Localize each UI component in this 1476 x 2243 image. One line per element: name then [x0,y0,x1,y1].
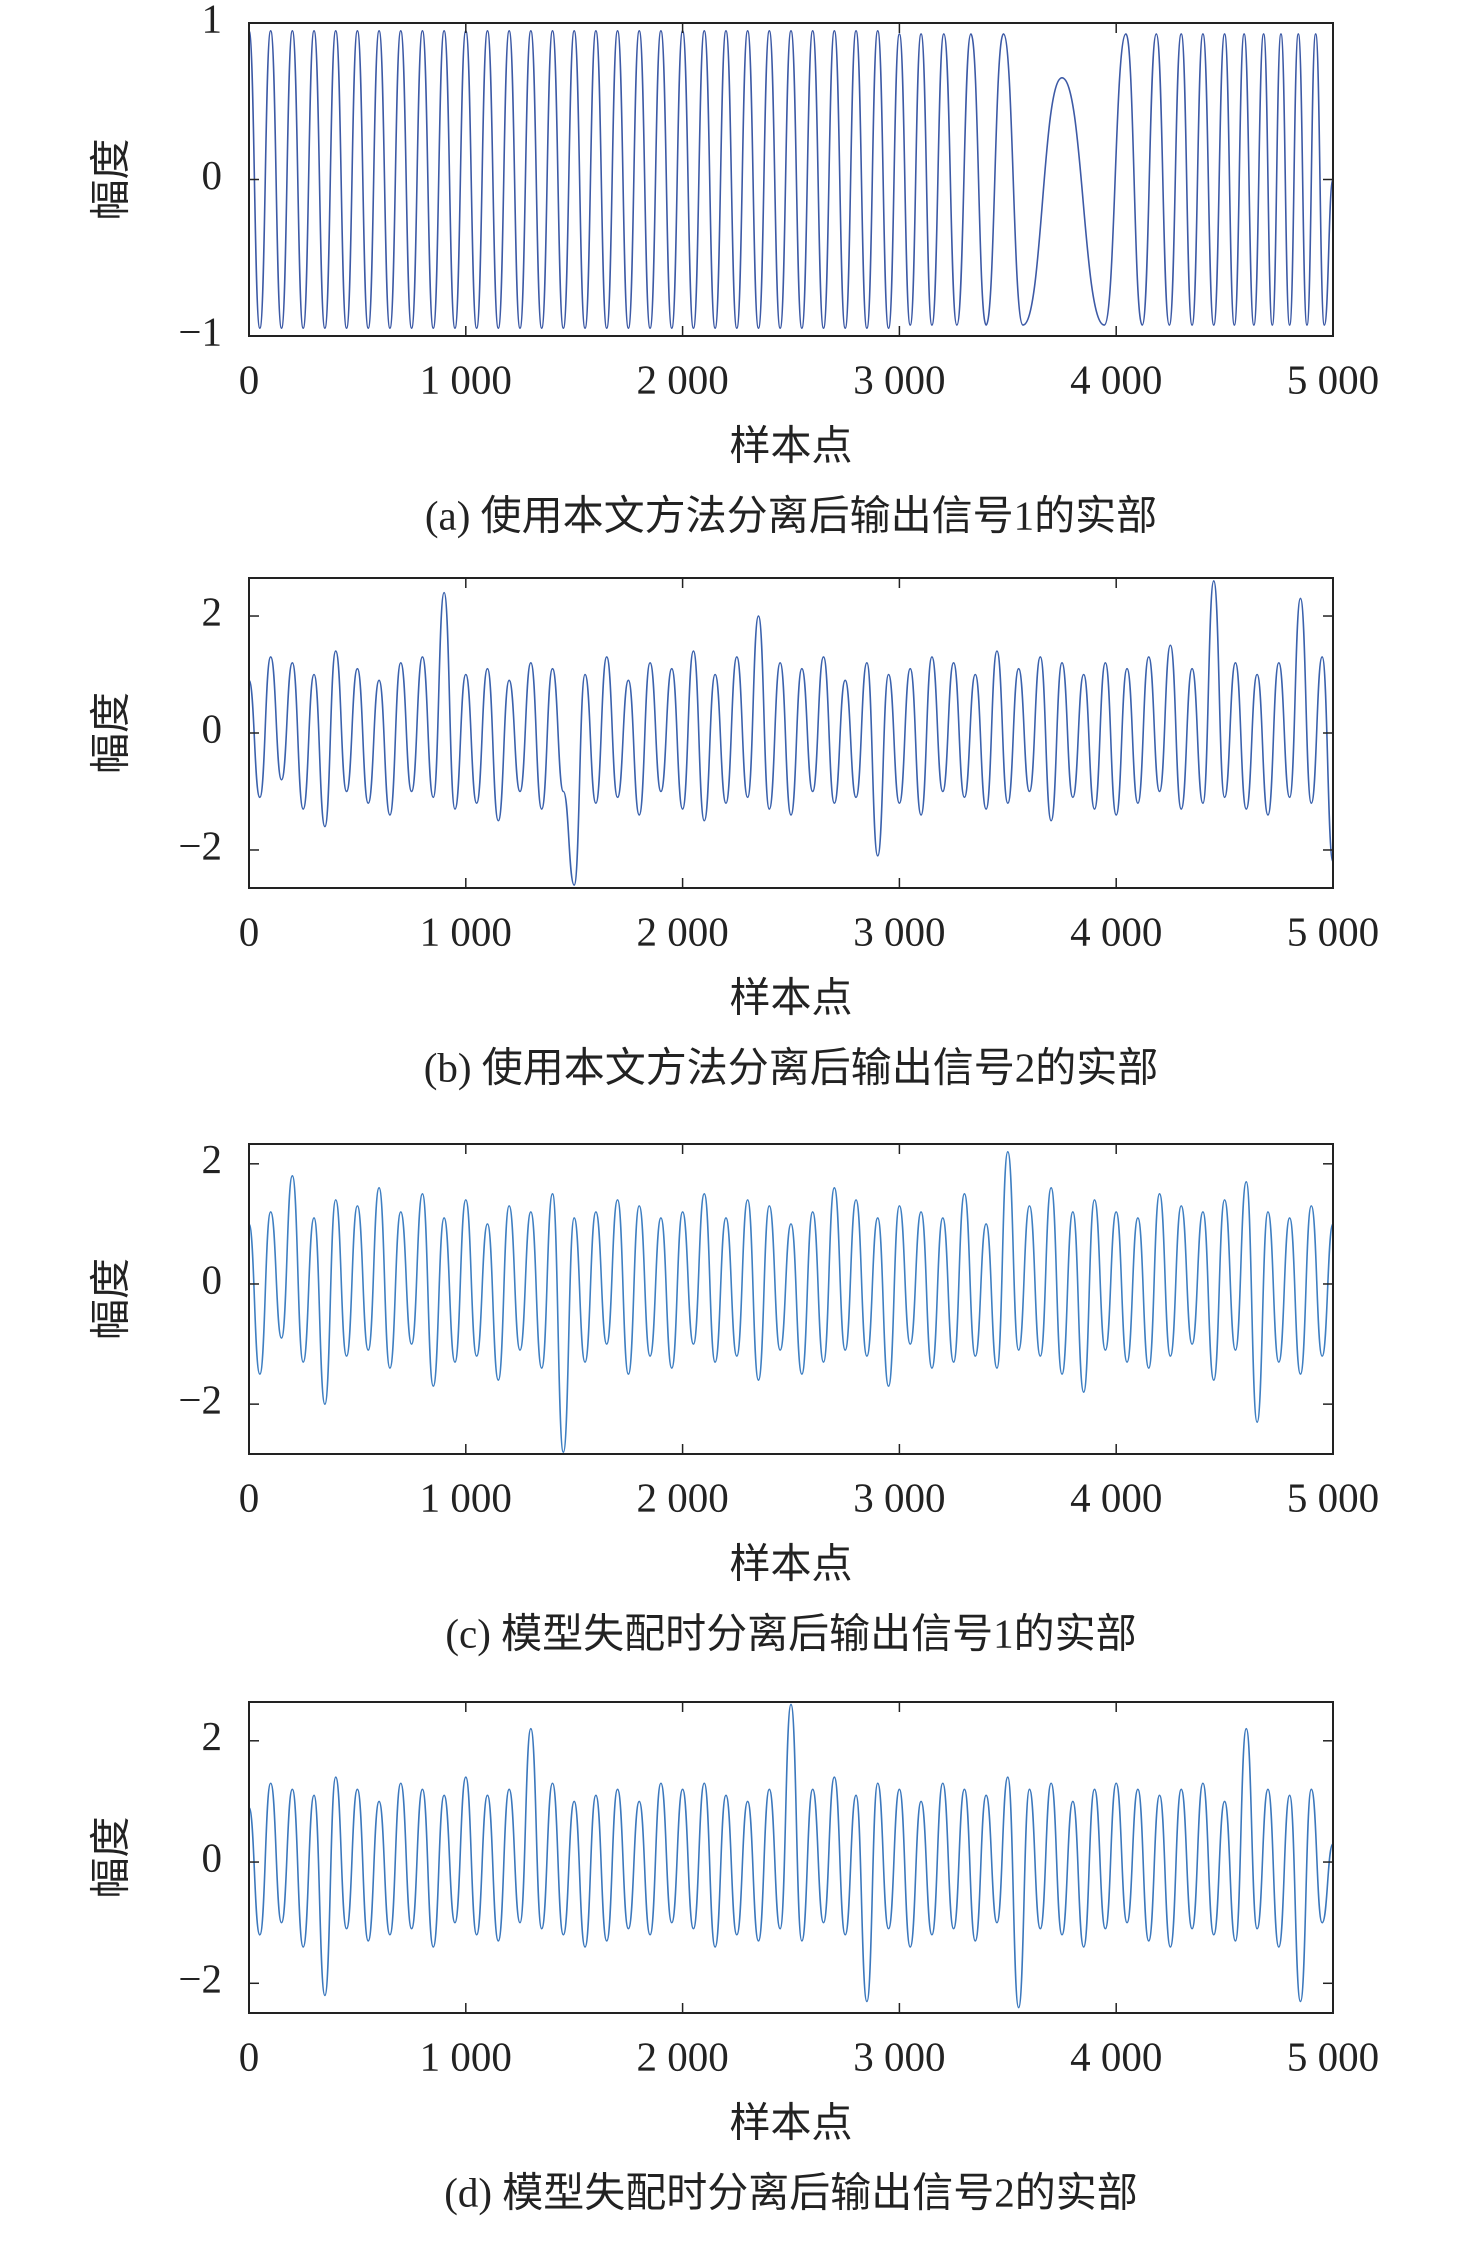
chart-caption: (a) 使用本文方法分离后输出信号1的实部 [425,492,1157,538]
y-axis-label: 幅度 [87,692,133,774]
signal-line [249,30,1333,329]
x-tick-label: 2 000 [636,908,728,954]
x-tick-label: 3 000 [853,1474,945,1520]
x-tick-label: 5 000 [1287,908,1379,954]
x-tick-label: 1 000 [420,1474,512,1520]
x-tick-label: 0 [239,356,260,402]
axes-box [248,22,1334,337]
x-tick-label: 3 000 [853,356,945,402]
x-axis-label: 样本点 [730,974,853,1020]
axes-box [248,1701,1334,2014]
chart-caption: (c) 模型失配时分离后输出信号1的实部 [445,1610,1136,1656]
y-axis-label: 幅度 [87,139,133,221]
axes-box [248,1143,1334,1455]
x-tick-label: 1 000 [420,356,512,402]
chart-caption: (d) 模型失配时分离后输出信号2的实部 [444,2169,1138,2215]
x-tick-label: 4 000 [1070,356,1162,402]
x-tick-label: 2 000 [636,356,728,402]
signal-line [249,1151,1333,1454]
x-tick-label: 0 [239,908,260,954]
y-tick-label: −1 [178,308,222,354]
x-tick-label: 4 000 [1070,1474,1162,1520]
x-tick-label: 5 000 [1287,1474,1379,1520]
x-tick-label: 4 000 [1070,2033,1162,2079]
x-tick-label: 5 000 [1287,356,1379,402]
x-tick-label: 0 [239,1474,260,1520]
y-axis-label: 幅度 [87,1817,133,1899]
x-axis-label: 样本点 [730,1540,853,1586]
y-tick-label: 0 [202,1834,223,1880]
y-tick-label: −2 [178,1377,222,1423]
y-axis-label: 幅度 [87,1258,133,1340]
x-tick-label: 1 000 [420,2033,512,2079]
x-tick-label: 4 000 [1070,908,1162,954]
y-tick-label: 2 [202,1713,223,1759]
x-tick-label: 3 000 [853,2033,945,2079]
x-axis-label: 样本点 [730,422,853,468]
x-tick-label: 2 000 [636,1474,728,1520]
y-tick-label: 2 [202,1136,223,1182]
x-tick-label: 1 000 [420,908,512,954]
y-tick-label: 1 [202,0,223,41]
x-tick-label: 3 000 [853,908,945,954]
y-tick-label: 0 [202,1256,223,1302]
x-tick-label: 0 [239,2033,260,2079]
x-axis-label: 样本点 [730,2099,853,2145]
signal-line [249,1703,1333,2009]
x-tick-label: 2 000 [636,2033,728,2079]
y-tick-label: 0 [202,152,223,198]
chart-caption: (b) 使用本文方法分离后输出信号2的实部 [424,1044,1159,1090]
y-tick-label: 2 [202,588,223,634]
y-tick-label: 0 [202,705,223,751]
y-tick-label: −2 [178,1956,222,2002]
y-tick-label: −2 [178,822,222,868]
signal-line [249,580,1333,886]
axes-box [248,577,1334,889]
x-tick-label: 5 000 [1287,2033,1379,2079]
